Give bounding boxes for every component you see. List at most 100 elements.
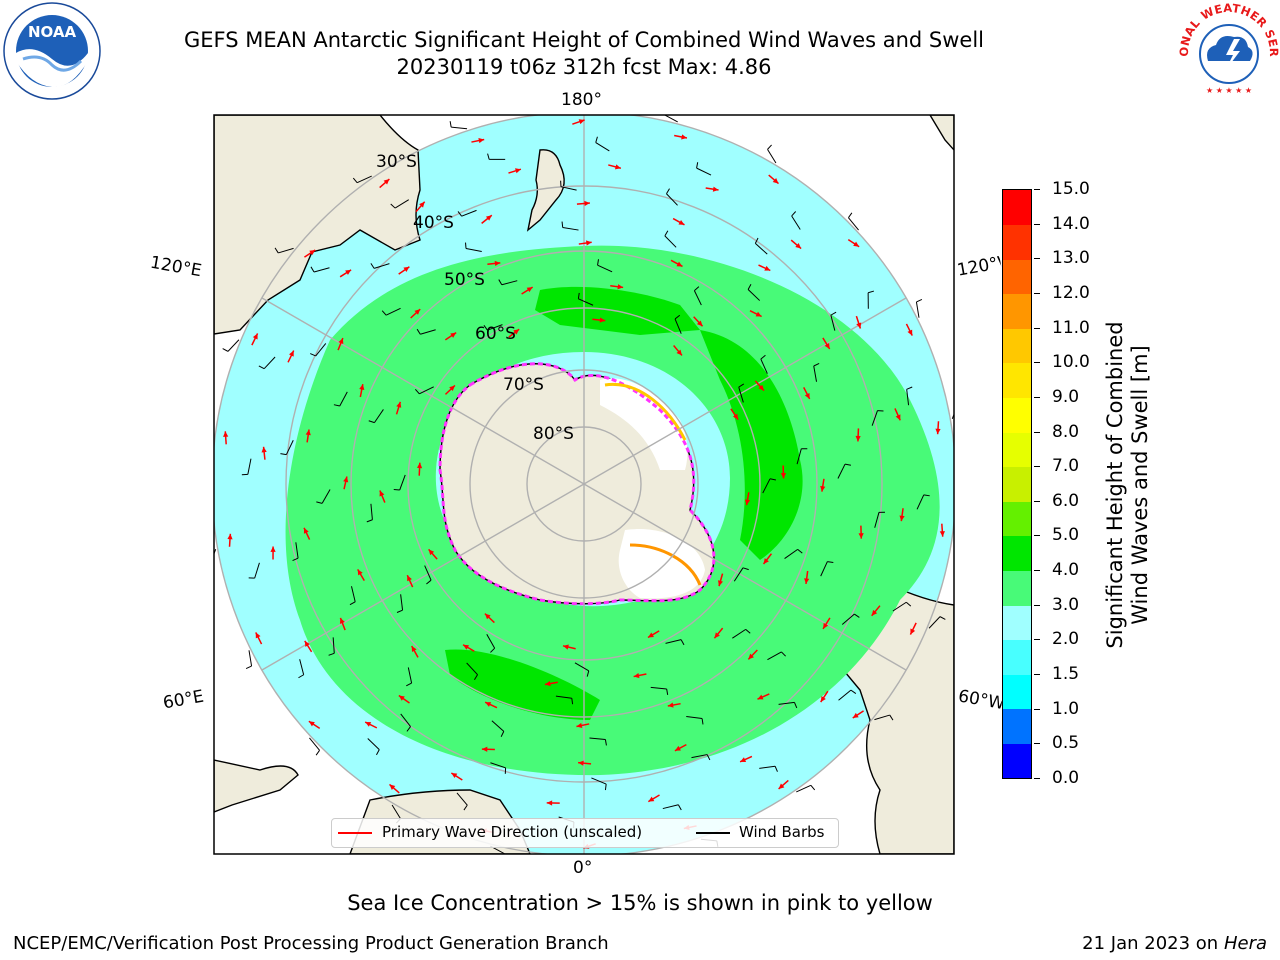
legend-wave-label: Primary Wave Direction (unscaled)	[382, 823, 643, 841]
wind-barb-flag	[406, 682, 412, 687]
wind-barb-shaft	[465, 248, 482, 252]
wave-arrowhead	[758, 384, 764, 391]
wave-arrowhead	[478, 137, 485, 144]
colorbar-tick	[1034, 258, 1040, 260]
wind-barb-flag	[694, 286, 700, 292]
wind-barb-flag	[850, 689, 857, 694]
colorbar-segment	[1003, 570, 1031, 606]
wind-barb-shaft	[778, 701, 795, 705]
wind-barb-flag	[889, 714, 894, 721]
sea-ice-caption: Sea Ice Concentration > 15% is shown in …	[347, 891, 933, 915]
wind-barb-flag	[498, 279, 503, 285]
wave-arrowhead	[544, 680, 551, 687]
wave-arrowhead	[633, 672, 640, 679]
wind-barb-flag	[813, 362, 820, 367]
wind-barb-shaft	[738, 386, 744, 403]
svg-text:★ ★ ★ ★ ★: ★ ★ ★ ★ ★	[1206, 86, 1252, 95]
wind-barb-shaft	[456, 792, 468, 806]
colorbar-segment	[1003, 708, 1031, 744]
wave-arrowhead	[419, 201, 425, 208]
wind-barb-shaft	[693, 290, 702, 306]
lon-label-0: 0°	[573, 858, 593, 878]
wave-arrowhead	[755, 311, 762, 317]
wind-barb-flag	[258, 365, 265, 370]
wave-arrowhead	[270, 546, 276, 552]
wind-barb-shaft	[767, 651, 782, 661]
colorbar-tick-label: 5.0	[1052, 525, 1080, 546]
colorbar-tick-label: 8.0	[1052, 421, 1080, 442]
wind-barb-flag	[554, 105, 556, 111]
wind-barb-flag	[844, 463, 852, 466]
colorbar-tick	[1034, 466, 1040, 468]
wave-arrowhead	[338, 338, 344, 345]
wind-barb-flag	[366, 519, 373, 523]
wave-arrowhead	[309, 249, 316, 256]
chart-subtitle: 20230119 t06z 312h fcst Max: 4.86	[396, 55, 772, 79]
wave-arrowhead	[449, 385, 455, 392]
wind-barb-flag	[791, 211, 797, 217]
wave-arrowhead	[732, 413, 739, 420]
wind-barb-shaft	[666, 193, 678, 206]
wave-arrowhead	[451, 772, 458, 779]
colorbar-tick-label: 7.0	[1052, 456, 1080, 477]
wave-arrowhead	[939, 531, 945, 537]
lat-label-50s: 50°S	[444, 270, 485, 290]
colorbar-tick-label: 0.0	[1052, 768, 1080, 788]
wind-barb-shaft	[906, 389, 910, 406]
legend-barb-swatch	[696, 832, 730, 834]
wind-barb-flag	[854, 613, 860, 618]
wind-barb-flag	[222, 348, 229, 352]
lat-label-60s: 60°S	[475, 324, 516, 344]
footer-branch: NCEP/EMC/Verification Post Processing Pr…	[13, 933, 609, 954]
wave-arrowhead	[744, 499, 751, 506]
wind-barb-flag	[612, 857, 614, 863]
footer-date: 21 Jan 2023 on Hera	[1082, 933, 1267, 954]
wind-barb-shaft	[332, 637, 335, 654]
wind-barb-shaft	[461, 209, 477, 217]
colorbar-segment	[1003, 190, 1031, 226]
wave-arrowhead	[804, 392, 810, 399]
wind-barb-shaft	[491, 720, 505, 732]
colorbar-tick	[1034, 639, 1040, 641]
wind-barb-shaft	[394, 199, 410, 209]
wind-barb-shaft	[916, 494, 925, 510]
wind-barb-shaft	[247, 458, 252, 475]
wave-arrowhead	[585, 240, 592, 246]
wave-arrowhead	[824, 343, 830, 350]
colorbar-segment	[1003, 293, 1031, 329]
wind-barb-flag	[500, 731, 505, 737]
wave-arrowhead	[379, 490, 385, 497]
wind-barb-flag	[794, 702, 798, 709]
wave-arrowhead	[617, 284, 624, 290]
wave-arrowhead	[526, 287, 533, 293]
colorbar-tick	[1034, 500, 1040, 502]
wind-barb-flag	[571, 698, 574, 705]
wind-barb-shaft	[407, 667, 413, 684]
wind-barb-shaft	[951, 412, 954, 419]
wind-barb-flag	[677, 804, 682, 811]
wind-barb-shaft	[791, 215, 801, 230]
colorbar-tick	[1034, 535, 1040, 537]
wind-barb-shaft	[209, 443, 213, 459]
wind-barb-flag	[747, 283, 752, 290]
colorbar-segment	[1003, 501, 1031, 537]
wind-barb-flag	[483, 325, 488, 331]
colorbar-tick-label: 13.0	[1052, 248, 1090, 269]
wind-barb-flag	[848, 212, 853, 218]
wave-arrowhead	[714, 632, 720, 639]
wind-barb-flag	[905, 601, 912, 607]
wave-arrowhead	[823, 622, 829, 629]
colorbar-tick-label: 1.0	[1052, 698, 1080, 719]
wind-barb-flag	[333, 404, 340, 407]
wind-barb-shaft	[313, 267, 330, 273]
colorbar-tick-label: 11.0	[1052, 317, 1090, 338]
wind-barb-shaft	[589, 737, 606, 741]
wind-barb-flag	[245, 665, 252, 670]
colorbar-segment	[1003, 362, 1031, 399]
wind-barb-shaft	[874, 714, 890, 721]
wind-barb-flag	[604, 783, 607, 791]
wave-arrowhead	[428, 549, 435, 556]
wind-barb-shaft	[214, 549, 217, 556]
colorbar-segment	[1003, 743, 1031, 779]
wave-arrowhead	[748, 653, 754, 660]
